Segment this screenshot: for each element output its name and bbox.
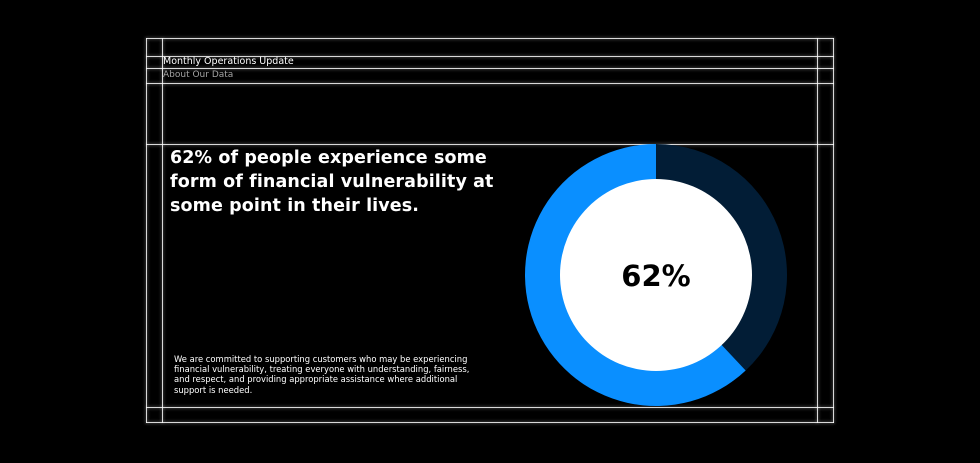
guide-line-bottom [146,422,834,423]
guide-line-header-top [146,56,834,57]
guide-line-header-bottom [146,83,834,84]
guide-line-header-mid [146,68,834,69]
guide-line-right-outer [833,38,834,423]
guide-line-top [146,38,834,39]
guide-line-right-inner [817,38,818,423]
donut-chart: 62% [525,143,787,407]
guide-line-left-inner [162,38,163,423]
body-paragraph: We are committed to supporting customers… [174,354,470,395]
guide-line-left-outer [146,38,147,423]
headline: 62% of people experience some form of fi… [170,148,494,216]
guide-line-content-bottom [146,407,834,408]
guide-line-content-top [146,144,834,145]
donut-chart-svg: 62% [525,144,787,406]
donut-center [560,179,752,371]
donut-center-label: 62% [621,259,690,293]
header-title: Monthly Operations Update [163,56,294,67]
header-subtitle: About Our Data [163,70,234,80]
